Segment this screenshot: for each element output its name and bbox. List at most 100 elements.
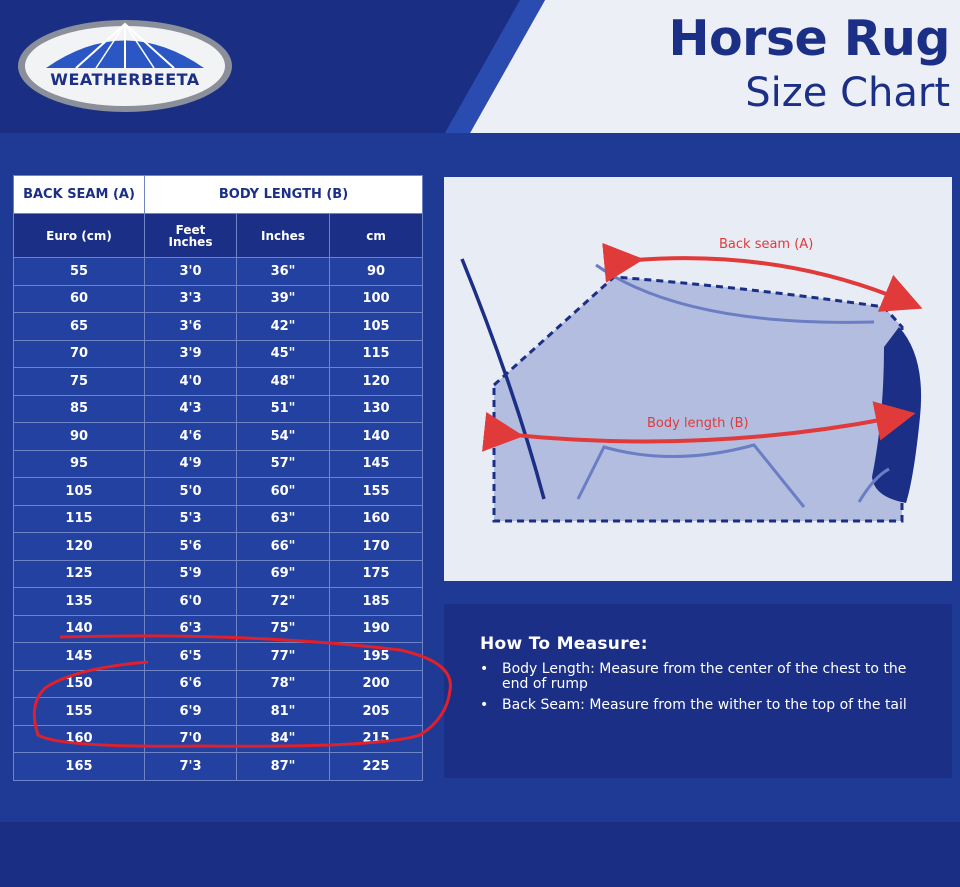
cell-feet-inches: 5'9 (144, 559, 237, 588)
table-row: 115 5'3 63" 160 (13, 504, 424, 533)
table-row: 140 6'3 75" 190 (13, 614, 424, 643)
cell-inches: 57" (236, 449, 330, 478)
cell-euro-cm: 150 (13, 669, 145, 698)
cell-cm: 140 (328, 422, 424, 451)
cell-euro-cm: 115 (13, 504, 145, 533)
col-euro-cm: Euro (cm) (13, 213, 145, 258)
table-row: 65 3'6 42" 105 (13, 312, 424, 341)
cell-inches: 84" (236, 724, 330, 753)
weatherbeeta-logo: WEATHERBEETA (16, 18, 234, 114)
table-row: 145 6'5 77" 195 (13, 642, 424, 671)
table-row: 125 5'9 69" 175 (13, 559, 424, 588)
cell-feet-inches: 5'6 (144, 532, 237, 561)
cell-feet-inches: 4'9 (144, 449, 237, 478)
cell-cm: 175 (328, 559, 424, 588)
cell-cm: 155 (328, 477, 424, 506)
cell-inches: 75" (236, 614, 330, 643)
cell-cm: 120 (328, 367, 424, 396)
cell-feet-inches: 6'0 (144, 587, 237, 616)
cell-cm: 200 (328, 669, 424, 698)
cell-inches: 60" (236, 477, 330, 506)
table-row: 155 6'9 81" 205 (13, 697, 424, 726)
measurement-diagram: Back seam (A) Body length (B) (444, 177, 952, 581)
cell-inches: 66" (236, 532, 330, 561)
cell-inches: 39" (236, 284, 330, 313)
cell-euro-cm: 160 (13, 724, 145, 753)
cell-cm: 195 (328, 642, 424, 671)
cell-inches: 78" (236, 669, 330, 698)
cell-feet-inches: 4'3 (144, 394, 237, 423)
table-row: 70 3'9 45" 115 (13, 339, 424, 368)
header-banner (445, 0, 960, 133)
table-row: 165 7'3 87" 225 (13, 752, 424, 781)
cell-feet-inches: 3'0 (144, 257, 237, 286)
column-header-row: Euro (cm) Feet Inches Inches cm (13, 213, 424, 258)
cell-euro-cm: 140 (13, 614, 145, 643)
how-to-measure-list: Body Length: Measure from the center of … (480, 662, 916, 714)
cell-euro-cm: 155 (13, 697, 145, 726)
size-table: BACK SEAM (A) BODY LENGTH (B) Euro (cm) … (13, 175, 424, 781)
cell-euro-cm: 65 (13, 312, 145, 341)
cell-inches: 45" (236, 339, 330, 368)
how-to-measure-panel: How To Measure: Body Length: Measure fro… (444, 604, 952, 778)
page-title: Horse Rug (668, 10, 951, 67)
table-row: 160 7'0 84" 215 (13, 724, 424, 753)
table-row: 85 4'3 51" 130 (13, 394, 424, 423)
cell-cm: 185 (328, 587, 424, 616)
cell-cm: 170 (328, 532, 424, 561)
cell-feet-inches: 6'9 (144, 697, 237, 726)
cell-feet-inches: 6'5 (144, 642, 237, 671)
cell-inches: 54" (236, 422, 330, 451)
cell-feet-inches: 6'3 (144, 614, 237, 643)
cell-euro-cm: 90 (13, 422, 145, 451)
cell-euro-cm: 95 (13, 449, 145, 478)
cell-feet-inches: 4'0 (144, 367, 237, 396)
cell-cm: 215 (328, 724, 424, 753)
cell-cm: 205 (328, 697, 424, 726)
page-subtitle: Size Chart (745, 70, 950, 116)
cell-euro-cm: 165 (13, 752, 145, 781)
cell-inches: 72" (236, 587, 330, 616)
table-row: 120 5'6 66" 170 (13, 532, 424, 561)
col-inches: Inches (236, 213, 330, 258)
cell-euro-cm: 135 (13, 587, 145, 616)
cell-euro-cm: 145 (13, 642, 145, 671)
table-body: 55 3'0 36" 90 60 3'3 39" 100 65 3'6 42" 105 70 3'9 45"… (13, 257, 424, 781)
table-row: 55 3'0 36" 90 (13, 257, 424, 286)
cell-cm: 190 (328, 614, 424, 643)
cell-cm: 145 (328, 449, 424, 478)
logo-badge-icon (18, 20, 232, 112)
cell-cm: 160 (328, 504, 424, 533)
col-cm: cm (328, 213, 424, 258)
cell-euro-cm: 55 (13, 257, 145, 286)
cell-inches: 63" (236, 504, 330, 533)
cell-inches: 81" (236, 697, 330, 726)
cell-euro-cm: 125 (13, 559, 145, 588)
body-length-label: Body length (B) (647, 416, 749, 431)
cell-inches: 87" (236, 752, 330, 781)
header: WEATHERBEETA Horse Rug Size Chart (0, 0, 960, 133)
cell-cm: 115 (328, 339, 424, 368)
cell-euro-cm: 60 (13, 284, 145, 313)
cell-inches: 36" (236, 257, 330, 286)
table-row: 150 6'6 78" 200 (13, 669, 424, 698)
cell-feet-inches: 5'3 (144, 504, 237, 533)
cell-feet-inches: 3'9 (144, 339, 237, 368)
cell-feet-inches: 5'0 (144, 477, 237, 506)
logo-text: WEATHERBEETA (50, 70, 200, 89)
footer-band (0, 822, 960, 887)
cell-feet-inches: 7'0 (144, 724, 237, 753)
measure-item-body-length: Body Length: Measure from the center of … (480, 662, 916, 692)
cell-feet-inches: 7'3 (144, 752, 237, 781)
table-row: 60 3'3 39" 100 (13, 284, 424, 313)
cell-feet-inches: 3'3 (144, 284, 237, 313)
cell-feet-inches: 4'6 (144, 422, 237, 451)
table-row: 95 4'9 57" 145 (13, 449, 424, 478)
cell-inches: 77" (236, 642, 330, 671)
table-row: 90 4'6 54" 140 (13, 422, 424, 451)
cell-inches: 48" (236, 367, 330, 396)
table-row: 135 6'0 72" 185 (13, 587, 424, 616)
back-seam-header: BACK SEAM (A) (13, 175, 145, 214)
cell-euro-cm: 85 (13, 394, 145, 423)
cell-cm: 225 (328, 752, 424, 781)
